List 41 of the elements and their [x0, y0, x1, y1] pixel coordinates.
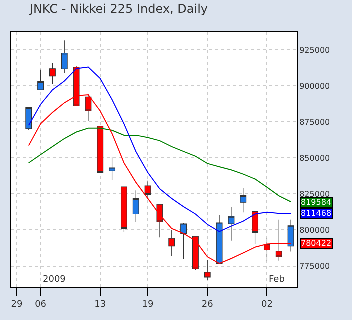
y-tick-label: 775000: [300, 262, 330, 272]
candlestick: [240, 188, 247, 213]
candlestick: [156, 204, 164, 238]
y-tick-label: 875000: [300, 118, 330, 127]
line-series: [28, 66, 292, 232]
candlestick: [120, 186, 128, 232]
candlestick: [144, 180, 152, 199]
candlestick: [38, 70, 44, 90]
candlestick: [132, 190, 140, 223]
text: 811468: [301, 209, 332, 218]
candlestick: [204, 260, 211, 280]
line-series: [28, 128, 292, 202]
candlestick: [216, 214, 223, 264]
x-tick-label: 02: [261, 300, 273, 310]
chart-title: JNKC - Nikkei 225 Index, Daily: [28, 2, 208, 16]
x-tick-label: 06: [35, 300, 47, 310]
candlestick: [228, 207, 235, 242]
annotation: 2009: [43, 275, 66, 285]
candlestick: [288, 220, 294, 252]
candlestick: [180, 222, 188, 260]
annotation: Feb: [269, 275, 286, 285]
candlestick: [97, 126, 104, 174]
candlestick: [252, 212, 259, 245]
y-tick-label: 800000: [300, 226, 330, 236]
y-tick-label: 925000: [300, 46, 330, 55]
x-tick-label: 29: [11, 300, 23, 310]
x-tick-label: 13: [94, 300, 106, 310]
candlestick: [49, 62, 56, 84]
x-tick-label: 26: [202, 300, 214, 310]
candlestick: [276, 220, 282, 262]
candlestick: [168, 230, 176, 256]
y-tick-label: 900000: [300, 82, 330, 91]
text: 780422: [301, 239, 332, 248]
text: 819584: [301, 198, 332, 207]
x-tick-label: 19: [142, 300, 154, 310]
y-tick-label: 825000: [300, 190, 330, 200]
y-tick-label: 850000: [300, 154, 330, 163]
candlestick: [264, 238, 270, 262]
candlestick: [61, 40, 68, 74]
candlestick: [26, 107, 32, 131]
candlestick: [109, 157, 116, 181]
